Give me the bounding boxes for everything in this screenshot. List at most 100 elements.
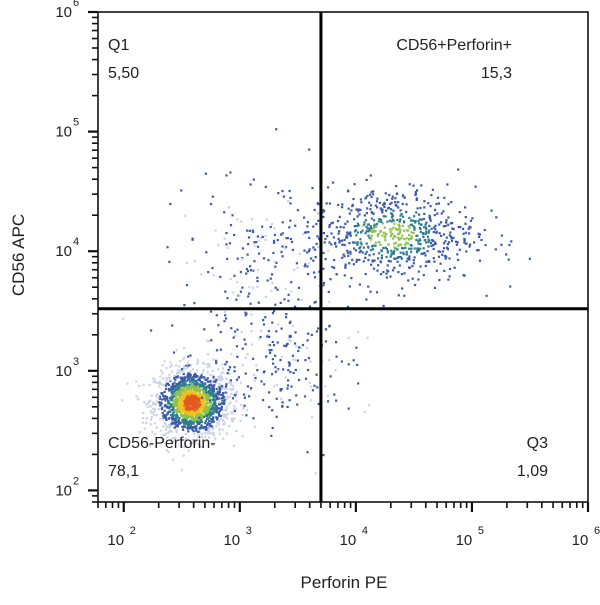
event-dot — [214, 381, 217, 384]
event-dot — [285, 237, 288, 240]
event-dot — [222, 413, 225, 416]
event-dot — [170, 414, 173, 417]
event-dot — [161, 364, 164, 367]
event-dot — [208, 395, 211, 398]
event-dot — [402, 247, 405, 250]
event-dot — [187, 391, 190, 394]
event-dot — [296, 266, 299, 269]
event-dot — [223, 211, 226, 214]
event-dot — [262, 399, 265, 402]
event-dot — [528, 257, 531, 260]
event-dot — [311, 389, 314, 392]
event-dot — [358, 258, 361, 261]
event-dot — [463, 241, 466, 244]
event-dot — [197, 430, 200, 433]
event-dot — [351, 258, 354, 261]
event-dot — [413, 215, 416, 218]
event-dot — [417, 278, 420, 281]
event-dot — [176, 416, 179, 419]
event-dot — [176, 400, 179, 403]
event-dot — [422, 226, 426, 229]
event-dot — [206, 377, 209, 380]
event-dot — [383, 205, 386, 208]
event-dot — [167, 402, 170, 405]
event-dot — [369, 174, 372, 177]
event-dot — [213, 393, 216, 396]
event-dot — [217, 378, 220, 381]
event-dot — [236, 218, 239, 221]
event-dot — [369, 290, 372, 293]
event-dot — [236, 280, 239, 284]
x-tick-label: 10 — [223, 532, 240, 549]
event-dot — [376, 269, 379, 272]
event-dot — [316, 202, 319, 205]
event-dot — [255, 364, 258, 367]
event-dot — [233, 233, 236, 237]
event-dot — [198, 378, 201, 382]
event-dot — [384, 215, 387, 218]
event-dot — [334, 242, 337, 246]
event-dot — [147, 402, 150, 405]
event-dot — [398, 264, 401, 267]
event-dot — [159, 382, 162, 385]
event-dot — [167, 387, 171, 390]
event-dot — [212, 374, 215, 377]
event-dot — [352, 359, 355, 362]
event-dot — [221, 428, 224, 431]
event-dot — [374, 241, 377, 244]
event-dot — [216, 411, 219, 414]
event-dot — [317, 212, 320, 215]
y-tick-exponent: 5 — [73, 117, 79, 129]
event-dot — [196, 406, 199, 409]
event-dot — [167, 431, 170, 434]
event-dot — [181, 414, 184, 417]
event-dot — [474, 185, 477, 188]
event-dot — [158, 401, 161, 404]
event-dot — [204, 432, 207, 435]
event-dot — [179, 404, 182, 407]
event-dot — [195, 429, 198, 432]
event-dot — [412, 225, 415, 228]
event-dot — [173, 422, 176, 425]
event-dot — [241, 435, 244, 438]
event-dot — [176, 409, 179, 412]
event-dot — [250, 218, 253, 221]
event-dot — [170, 364, 173, 367]
event-dot — [392, 219, 395, 222]
event-dot — [449, 222, 452, 225]
event-dot — [187, 427, 190, 430]
event-dot — [418, 213, 421, 216]
event-dot — [198, 399, 201, 402]
event-dot — [215, 359, 218, 362]
event-dot — [463, 238, 466, 241]
event-dot — [179, 387, 182, 390]
event-dot — [459, 225, 462, 229]
event-dot — [294, 358, 297, 362]
event-dot — [224, 409, 227, 412]
event-dot — [447, 278, 450, 281]
event-dot — [432, 247, 435, 251]
event-dot — [350, 277, 353, 280]
event-dot — [366, 194, 369, 197]
event-dot — [179, 408, 182, 411]
event-dot — [196, 418, 199, 421]
event-dot — [455, 243, 458, 246]
event-dot — [191, 385, 194, 388]
event-dot — [188, 387, 192, 390]
event-dot — [165, 405, 169, 408]
event-dot — [342, 226, 345, 229]
event-dot — [182, 439, 185, 442]
event-dot — [246, 229, 249, 232]
event-dot — [201, 394, 204, 397]
event-dot — [446, 248, 449, 251]
event-dot — [377, 220, 380, 223]
event-dot — [157, 408, 160, 411]
event-dot — [204, 411, 207, 414]
event-dot — [202, 426, 205, 429]
event-dot — [206, 366, 209, 369]
event-dot — [189, 408, 193, 411]
event-dot — [196, 369, 199, 372]
event-dot — [437, 250, 440, 253]
event-dot — [435, 202, 438, 206]
